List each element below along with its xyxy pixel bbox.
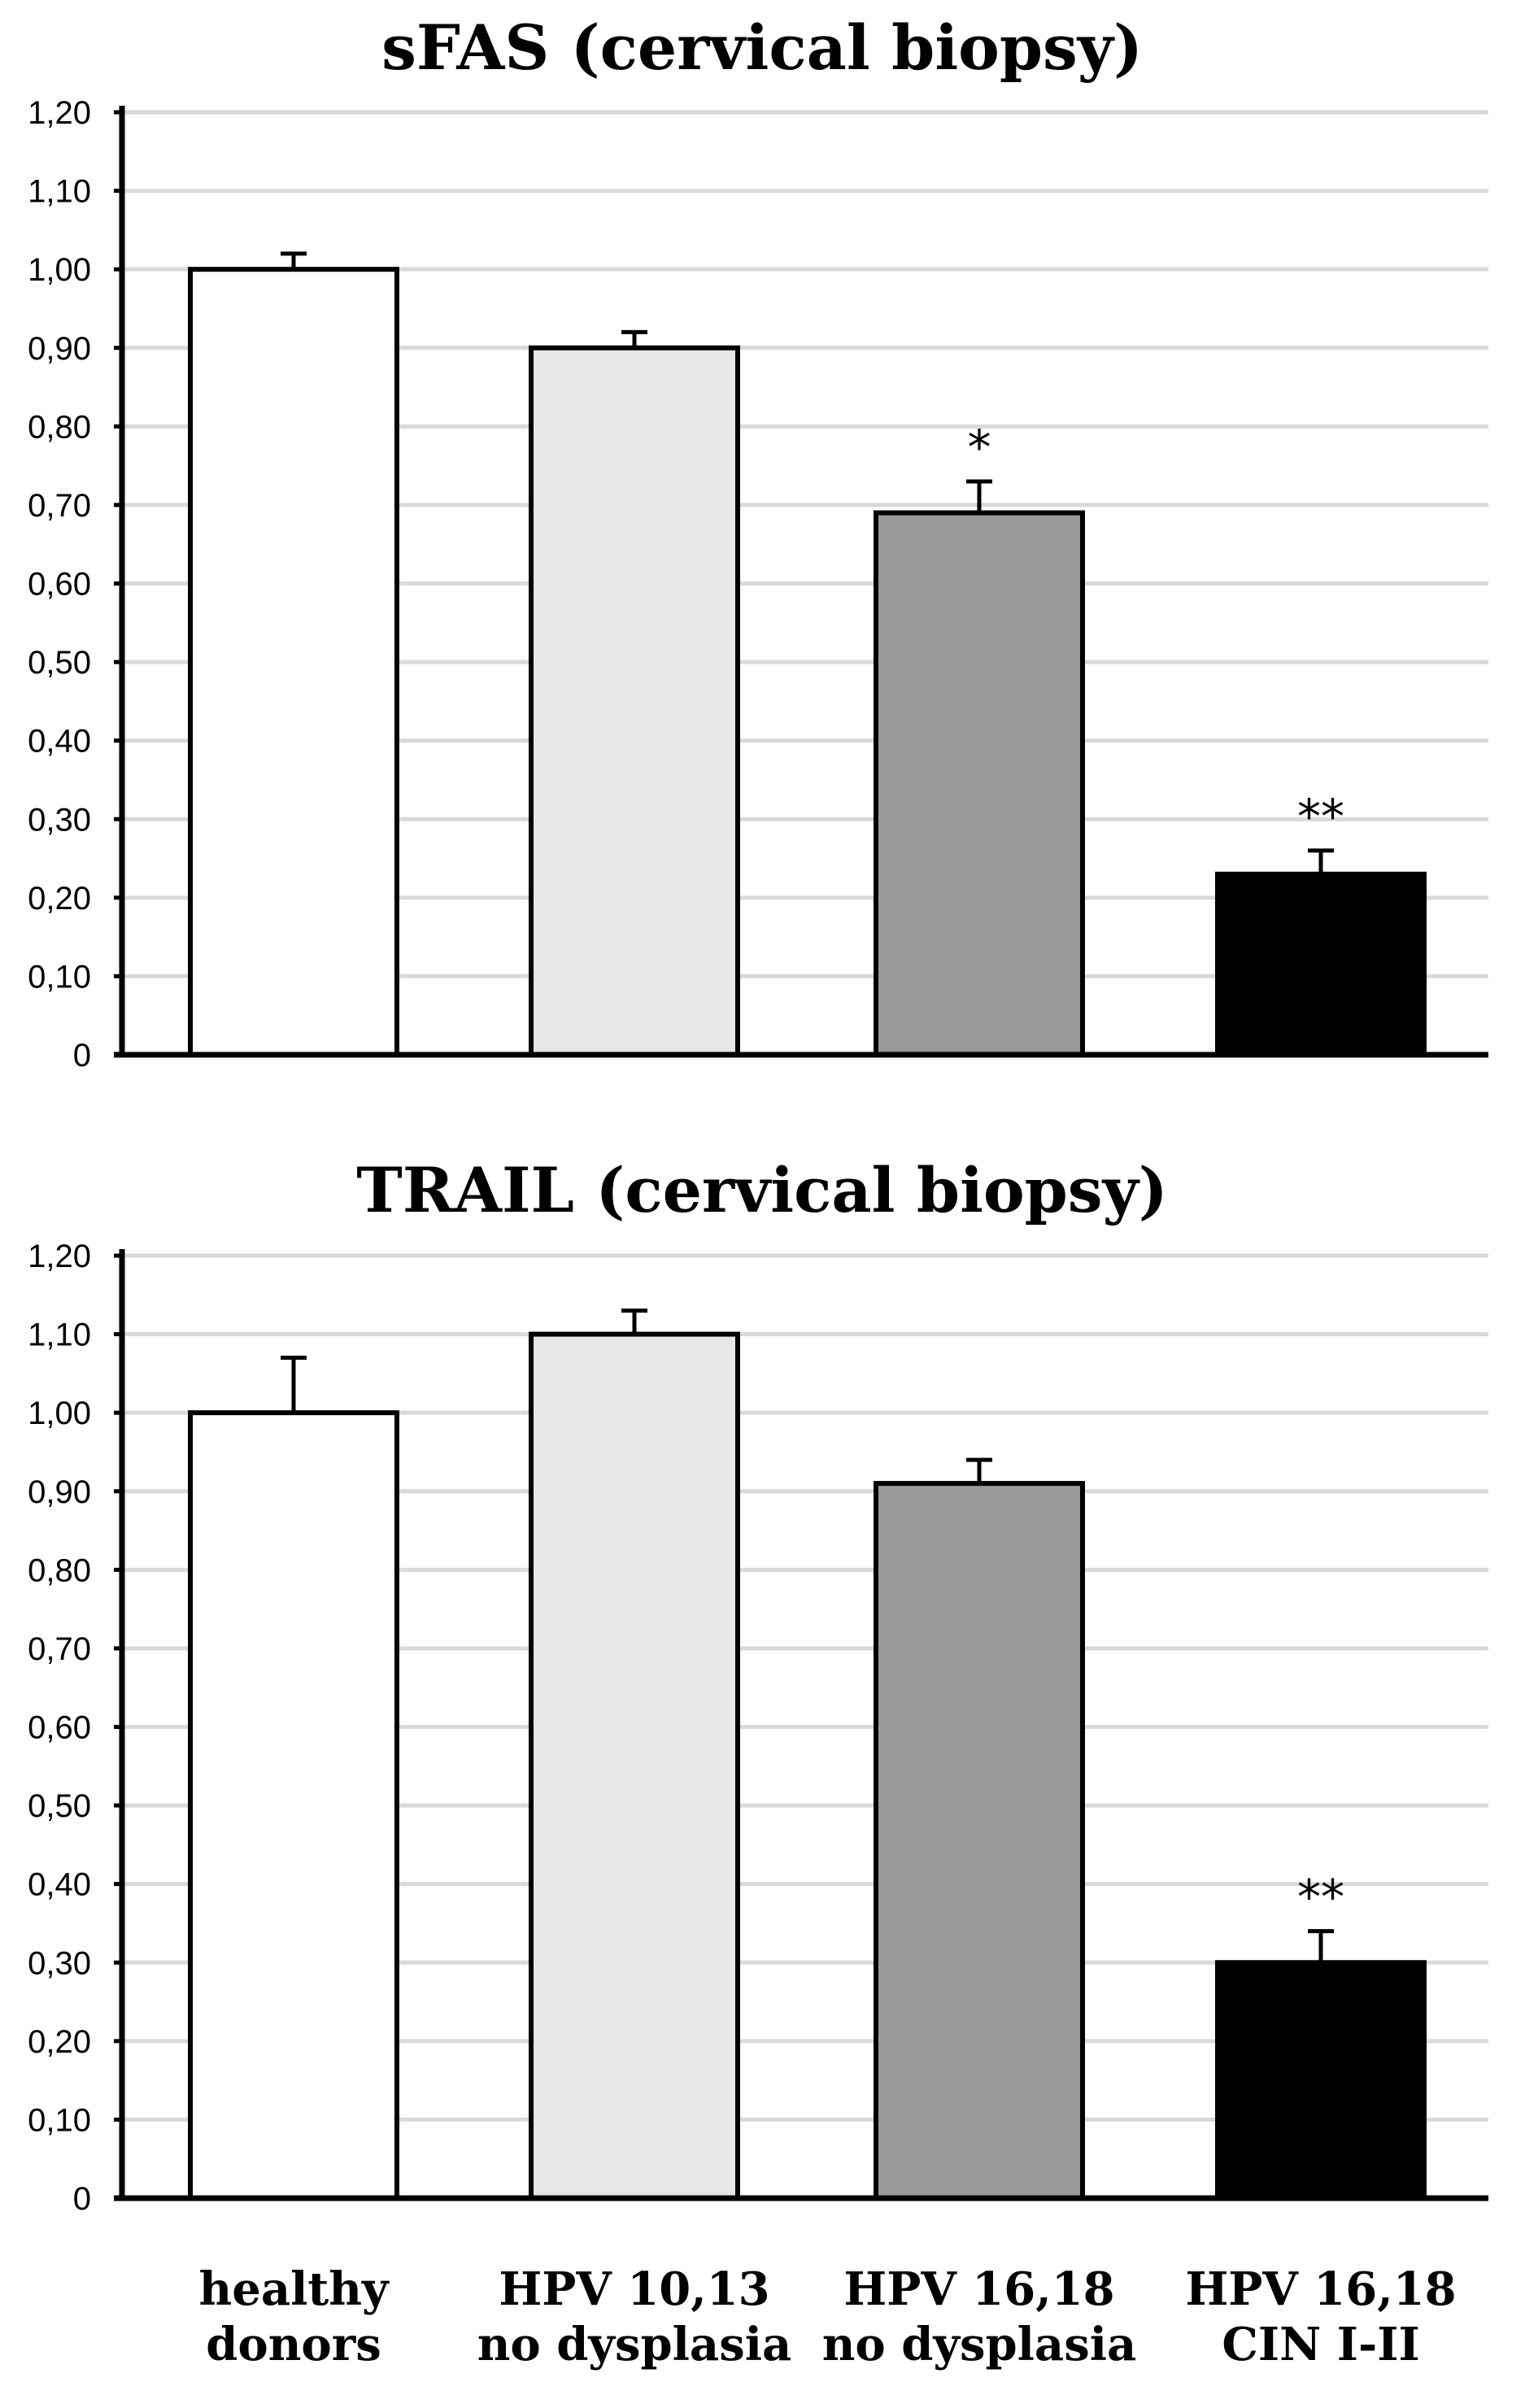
y-tick-label: 0 (73, 2181, 91, 2217)
y-tick-label: 0,30 (28, 1945, 91, 1981)
bar-3 (874, 1481, 1085, 2201)
x-category-label: healthy (198, 2262, 389, 2316)
y-tick-label: 0,70 (28, 488, 91, 524)
x-category-label: HPV 10,13 (499, 2262, 769, 2316)
x-category-label: CIN I-II (1222, 2318, 1419, 2371)
x-category-label: HPV 16,18 (1185, 2262, 1456, 2316)
bar-1 (188, 267, 399, 1057)
chart-title: sFAS (cervical biopsy) (381, 11, 1143, 84)
y-tick-label: 0 (73, 1038, 91, 1073)
y-tick-label: 0,80 (28, 1552, 91, 1588)
x-category-label: HPV 16,18 (843, 2262, 1114, 2316)
bar-1 (188, 1410, 399, 2201)
y-tick-label: 0,20 (28, 2024, 91, 2060)
y-tick-label: 0,40 (28, 1867, 91, 1903)
y-tick-label: 1,00 (28, 1396, 91, 1431)
y-tick-label: 0,80 (28, 409, 91, 445)
bar-3 (874, 510, 1085, 1057)
x-category-label: no dysplasia (477, 2318, 792, 2371)
bar-2 (529, 1331, 740, 2201)
y-tick-label: 1,00 (28, 252, 91, 288)
y-tick-label: 0,60 (28, 1710, 91, 1746)
y-tick-label: 0,60 (28, 567, 91, 603)
trail-chart: TRAIL (cervical biopsy) 0 0,10 0,20 0,30 0,40… (28, 1154, 1488, 2217)
bar-4 (1215, 871, 1427, 1057)
y-tick-label: 0,30 (28, 802, 91, 838)
y-tick-label: 1,10 (28, 1317, 91, 1353)
y-tick-label: 0,50 (28, 1788, 91, 1824)
y-tick-label: 1,20 (28, 95, 91, 131)
y-tick-label: 0,10 (28, 2102, 91, 2138)
significance-marker: ** (1297, 789, 1344, 844)
chart-title: TRAIL (cervical biopsy) (356, 1154, 1167, 1226)
y-tick-label: 1,10 (28, 174, 91, 210)
y-tick-label: 0,20 (28, 881, 91, 917)
y-tick-label: 1,20 (28, 1239, 91, 1274)
x-category-label: no dysplasia (822, 2318, 1137, 2371)
bar-2 (529, 345, 740, 1057)
y-tick-label: 0,90 (28, 331, 91, 367)
significance-marker: * (968, 420, 991, 475)
y-tick-label: 0,70 (28, 1631, 91, 1667)
y-tick-label: 0,40 (28, 724, 91, 760)
y-tick-label: 0,90 (28, 1474, 91, 1510)
y-tick-label: 0,50 (28, 645, 91, 681)
sfas-chart: sFAS (cervical biopsy) 0 0,10 0,20 0,30 0,40 0… (28, 11, 1488, 1073)
y-tick-label: 0,10 (28, 959, 91, 995)
x-category-label: donors (206, 2318, 381, 2371)
significance-marker: ** (1297, 1870, 1344, 1925)
bar-4 (1215, 1960, 1427, 2201)
